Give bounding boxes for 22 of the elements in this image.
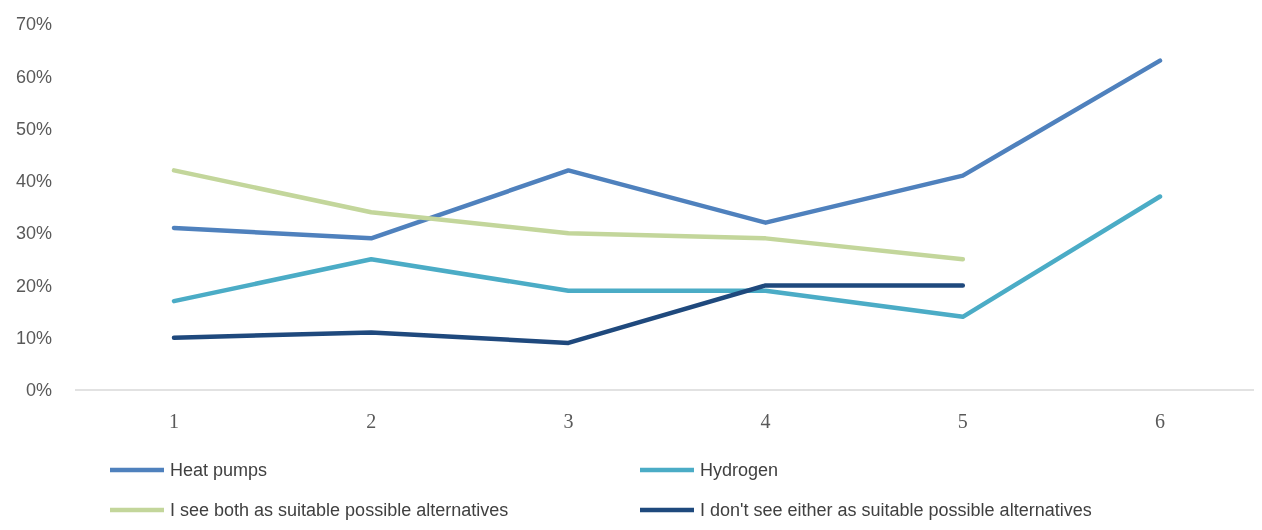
y-tick-label: 0% bbox=[25, 380, 52, 401]
line-series bbox=[171, 194, 1163, 320]
y-tick-label: 70% bbox=[15, 14, 52, 35]
line-series bbox=[171, 168, 966, 262]
y-tick-label: 50% bbox=[15, 118, 52, 139]
x-tick-label: 2 bbox=[366, 410, 377, 432]
y-tick-label: 60% bbox=[15, 66, 52, 87]
y-tick-label: 20% bbox=[15, 275, 52, 296]
legend-label: I see both as suitable possible alternatives bbox=[170, 500, 509, 520]
legend-label: I don't see either as suitable possible alternatives bbox=[700, 500, 1092, 520]
x-tick-label: 3 bbox=[563, 410, 574, 432]
y-tick-label: 30% bbox=[15, 223, 52, 244]
x-tick-label: 1 bbox=[169, 410, 179, 432]
y-tick-label: 40% bbox=[15, 171, 52, 192]
line-series bbox=[171, 58, 1163, 241]
line-series bbox=[171, 283, 966, 346]
x-tick-label: 6 bbox=[1155, 410, 1165, 432]
x-tick-label: 4 bbox=[760, 410, 771, 432]
legend-label: Hydrogen bbox=[700, 460, 779, 480]
x-tick-label: 5 bbox=[957, 410, 968, 432]
y-tick-label: 10% bbox=[15, 328, 52, 349]
legend-label: Heat pumps bbox=[170, 460, 268, 480]
